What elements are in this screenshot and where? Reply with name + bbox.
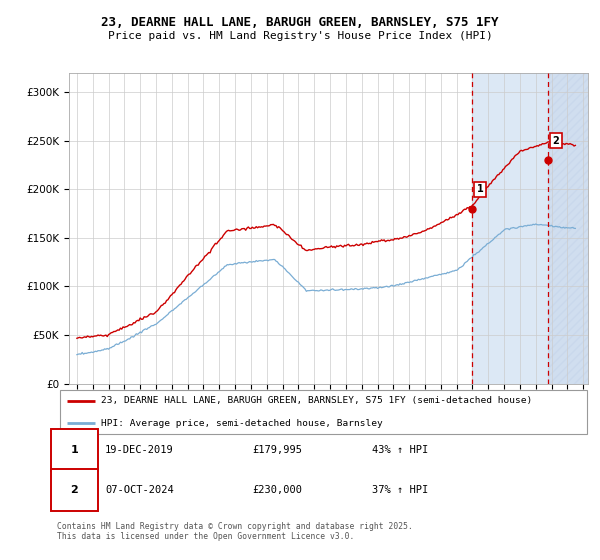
Text: Contains HM Land Registry data © Crown copyright and database right 2025.
This d: Contains HM Land Registry data © Crown c… — [57, 522, 413, 542]
Text: 1: 1 — [71, 445, 78, 455]
Bar — [548, 73, 599, 384]
Bar — [472, 73, 599, 384]
Text: 43% ↑ HPI: 43% ↑ HPI — [372, 445, 428, 455]
Text: 2: 2 — [553, 136, 559, 146]
Text: 1: 1 — [476, 184, 484, 194]
FancyBboxPatch shape — [59, 390, 587, 435]
Text: 07-OCT-2024: 07-OCT-2024 — [105, 485, 174, 495]
Text: HPI: Average price, semi-detached house, Barnsley: HPI: Average price, semi-detached house,… — [101, 419, 383, 428]
Text: £230,000: £230,000 — [252, 485, 302, 495]
Text: 23, DEARNE HALL LANE, BARUGH GREEN, BARNSLEY, S75 1FY (semi-detached house): 23, DEARNE HALL LANE, BARUGH GREEN, BARN… — [101, 396, 532, 405]
Text: £179,995: £179,995 — [252, 445, 302, 455]
Text: 37% ↑ HPI: 37% ↑ HPI — [372, 485, 428, 495]
Text: 2: 2 — [71, 485, 78, 495]
Text: 23, DEARNE HALL LANE, BARUGH GREEN, BARNSLEY, S75 1FY: 23, DEARNE HALL LANE, BARUGH GREEN, BARN… — [101, 16, 499, 29]
Text: 19-DEC-2019: 19-DEC-2019 — [105, 445, 174, 455]
Text: Price paid vs. HM Land Registry's House Price Index (HPI): Price paid vs. HM Land Registry's House … — [107, 31, 493, 41]
